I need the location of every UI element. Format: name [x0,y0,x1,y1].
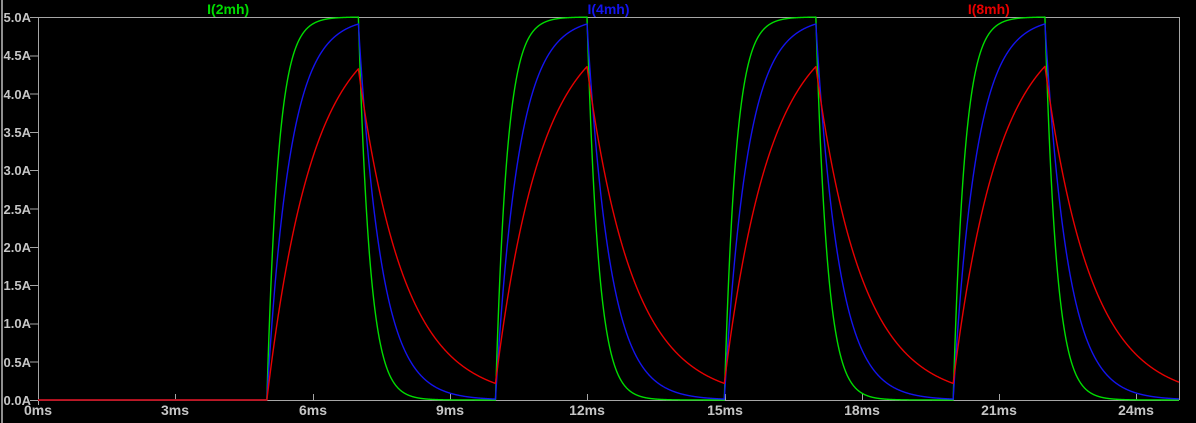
x-axis-tick-label: 21ms [981,402,1017,418]
y-axis-tick-label: 1.5A [3,278,31,294]
y-axis-tick-label: 0.5A [3,354,31,370]
x-axis-tick-label: 12ms [569,402,605,418]
y-axis-tick-label: 1.0A [3,316,31,332]
trace-label-i2mh[interactable]: I(2mh) [207,1,250,17]
y-axis-tick-label: 2.5A [3,201,31,217]
x-axis-tick-label: 18ms [844,402,880,418]
y-axis-tick-label: 0.0A [3,393,31,408]
y-axis-tick-label: 4.0A [3,86,31,102]
x-axis-tick-label: 0ms [23,402,53,418]
x-axis-tick-label: 15ms [707,402,743,418]
trace-label-i8mh[interactable]: I(8mh) [967,1,1010,17]
trace-i-8mh- [37,65,1180,401]
y-axis-tick-label: 5.0A [3,10,31,25]
x-axis-tick-label: 9ms [435,402,465,418]
trace-i-2mh- [37,16,1180,401]
y-axis-tick-label: 2.0A [3,239,31,255]
x-axis-tick-label: 3ms [160,402,190,418]
x-axis-tick-label: 24ms [1118,402,1154,418]
trace-label-i4mh[interactable]: I(4mh) [587,1,630,17]
x-axis-tick-label: 6ms [298,402,328,418]
y-axis-tick-label: 4.5A [3,48,31,64]
y-axis-tick-label: 3.5A [3,124,31,140]
y-axis-tick-label: 3.0A [3,163,31,179]
